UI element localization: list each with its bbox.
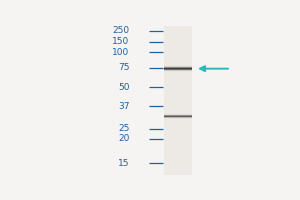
Text: 100: 100 xyxy=(112,48,129,57)
Text: 37: 37 xyxy=(118,102,129,111)
Text: 50: 50 xyxy=(118,83,129,92)
Text: 15: 15 xyxy=(118,159,129,168)
Text: 25: 25 xyxy=(118,124,129,133)
Text: 20: 20 xyxy=(118,134,129,143)
Text: 150: 150 xyxy=(112,37,129,46)
Text: 75: 75 xyxy=(118,63,129,72)
Bar xyxy=(164,26,192,175)
Text: 250: 250 xyxy=(112,26,129,35)
